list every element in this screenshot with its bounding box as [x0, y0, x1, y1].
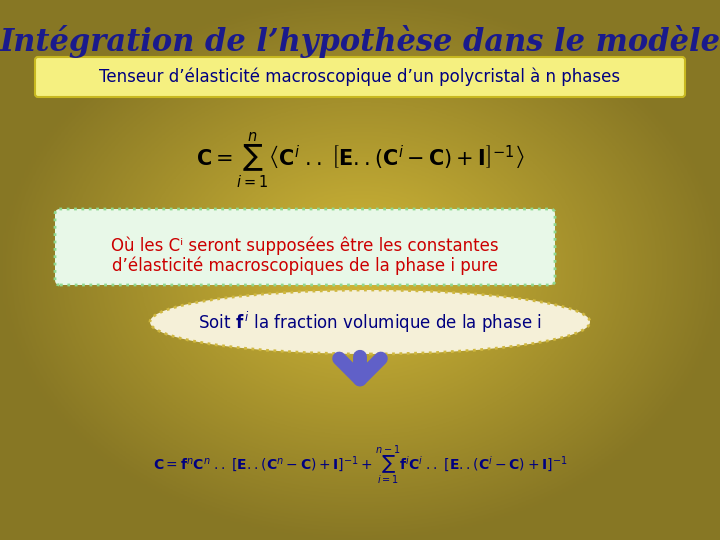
Text: Où les Cⁱ seront supposées être les constantes: Où les Cⁱ seront supposées être les cons… — [111, 237, 499, 255]
FancyBboxPatch shape — [55, 209, 555, 285]
Text: $\mathbf{C} = \sum_{i=1}^{n}\left\langle \mathbf{C}^{i} \;..\; \left[\mathbf{E}.: $\mathbf{C} = \sum_{i=1}^{n}\left\langle… — [196, 130, 524, 190]
Ellipse shape — [150, 290, 590, 354]
Text: Tenseur d’élasticité macroscopique d’un polycristal à n phases: Tenseur d’élasticité macroscopique d’un … — [99, 68, 621, 86]
Text: Soit $\mathbf{f}^{\,i}$ la fraction volumique de la phase i: Soit $\mathbf{f}^{\,i}$ la fraction volu… — [198, 309, 542, 335]
FancyArrowPatch shape — [339, 357, 381, 380]
Text: $\mathbf{C} = \mathbf{f}^n \mathbf{C}^n \;..\; \left[\mathbf{E}..\left(\mathbf{C: $\mathbf{C} = \mathbf{f}^n \mathbf{C}^n … — [153, 443, 567, 487]
Text: d’élasticité macroscopiques de la phase i pure: d’élasticité macroscopiques de la phase … — [112, 256, 498, 275]
Text: Intégration de l’hypothèse dans le modèle: Intégration de l’hypothèse dans le modèl… — [0, 25, 720, 58]
FancyBboxPatch shape — [35, 57, 685, 97]
